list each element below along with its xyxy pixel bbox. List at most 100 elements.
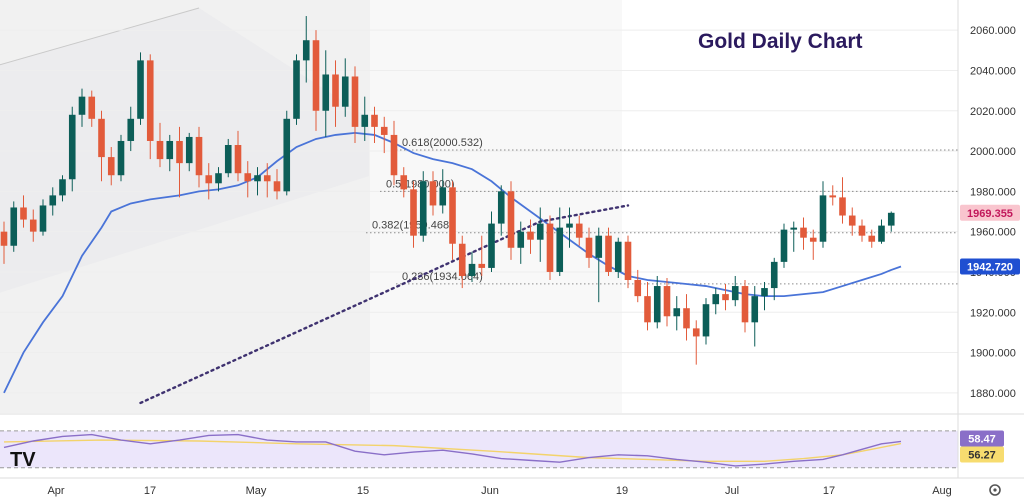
rsi-ma-line — [3, 439, 902, 463]
candle-body — [634, 280, 642, 297]
candle-body — [605, 235, 612, 272]
candle-body — [595, 235, 603, 258]
candle-body — [702, 304, 710, 337]
price-tick-label: 2060.000 — [970, 25, 1016, 37]
candle — [29, 209, 37, 242]
time-tick-label: 17 — [144, 485, 156, 497]
candle-body — [517, 231, 525, 248]
candle-body — [556, 227, 564, 272]
time-tick-label: 17 — [823, 485, 835, 497]
candle-body — [839, 197, 846, 216]
candle — [712, 288, 720, 315]
candle — [497, 185, 505, 236]
candle-body — [29, 219, 37, 232]
candle — [634, 269, 642, 303]
candle — [595, 227, 603, 303]
rsi-value-badge: 56.27 — [960, 446, 1004, 463]
price-tick-label: 2040.000 — [970, 65, 1016, 77]
candle-body — [673, 308, 681, 317]
candle-body — [741, 286, 749, 323]
candle — [49, 187, 57, 216]
candle-body — [20, 207, 27, 220]
candle — [809, 229, 817, 260]
candle — [507, 181, 515, 260]
candle — [390, 120, 398, 186]
candle-body — [137, 60, 144, 119]
rsi-line — [3, 433, 902, 467]
rsi-band — [0, 430, 958, 468]
candle-body — [332, 74, 339, 107]
candle — [302, 16, 310, 83]
rsi-badge-label: 56.27 — [968, 450, 996, 462]
candle — [293, 54, 300, 125]
candle-body — [88, 96, 96, 119]
candle-body — [868, 235, 876, 242]
candle — [312, 30, 320, 131]
time-tick-label: Jun — [481, 485, 499, 497]
candle — [829, 185, 837, 206]
candle — [361, 96, 369, 141]
candle — [575, 215, 583, 246]
candle — [68, 106, 76, 192]
candle-body — [497, 191, 505, 224]
candle-body — [49, 195, 57, 206]
candle — [39, 199, 47, 236]
candle-body — [312, 40, 320, 111]
time-tick-label: 19 — [616, 485, 628, 497]
candle — [380, 116, 388, 154]
candle — [283, 110, 291, 196]
candle — [653, 275, 661, 329]
candle-body — [263, 175, 271, 182]
candle-body — [468, 263, 476, 276]
candle-body — [176, 140, 183, 164]
candle — [137, 52, 144, 125]
candle — [273, 169, 281, 200]
candle — [683, 294, 690, 341]
candle-body — [98, 118, 105, 158]
candle-body — [419, 181, 427, 236]
candle-body — [887, 212, 895, 226]
candle — [254, 167, 261, 196]
candle-body — [361, 114, 369, 127]
price-tick-label: 1960.000 — [970, 227, 1016, 239]
candle-body — [809, 237, 817, 242]
candle — [868, 229, 876, 248]
candle-body — [536, 223, 544, 240]
candle-body — [722, 294, 729, 301]
candle-body — [351, 76, 359, 127]
candle — [800, 217, 807, 250]
candle — [761, 282, 768, 311]
candle-body — [380, 126, 388, 135]
candle — [731, 275, 739, 307]
candle-body — [878, 225, 885, 242]
candle — [692, 320, 700, 365]
candle — [605, 227, 612, 276]
candle-body — [156, 140, 164, 160]
candle — [702, 298, 710, 345]
candle-body — [244, 173, 252, 182]
candle-body — [790, 227, 798, 230]
candle-body — [234, 145, 242, 174]
candle — [517, 221, 525, 264]
candle-body — [478, 263, 486, 268]
price-badge-label: 1942.720 — [967, 261, 1013, 273]
candle — [59, 175, 66, 202]
settings-gear-icon[interactable] — [989, 484, 1001, 496]
candle-body — [644, 296, 651, 323]
time-tick-label: 15 — [357, 485, 369, 497]
candle-body — [322, 74, 330, 111]
price-tick-label: 1920.000 — [970, 307, 1016, 319]
candle-body — [293, 60, 300, 119]
candle-body — [507, 191, 515, 248]
candle-body — [224, 145, 232, 174]
candle-body — [0, 231, 8, 246]
tradingview-logo: TV — [10, 449, 36, 471]
candle — [644, 282, 651, 331]
price-tick-label: 1980.000 — [970, 186, 1016, 198]
chart-title: Gold Daily Chart — [698, 30, 863, 53]
candle-body — [205, 175, 213, 184]
candle-body — [800, 227, 807, 238]
candle-body — [829, 195, 837, 198]
candle — [156, 122, 164, 168]
